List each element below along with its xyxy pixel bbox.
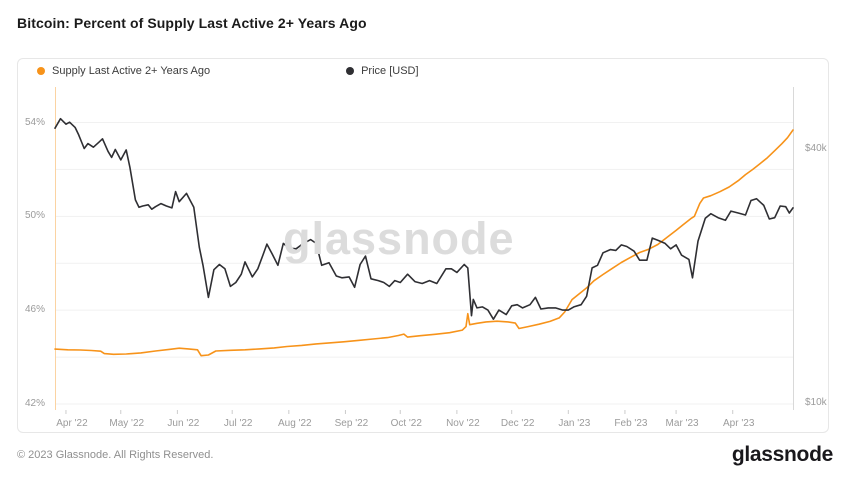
x-axis-label: Sep '22 [334,418,369,429]
legend-item-price[interactable]: Price [USD] [346,64,419,77]
x-axis-label: Jul '22 [223,418,253,429]
right-axis-label: $10k [805,397,827,408]
x-axis-label: Feb '23 [614,418,648,429]
x-axis-label: May '22 [109,418,145,429]
price-series-dot-icon [346,66,355,75]
glassnode-watermark: glassnode [283,213,515,264]
supply-series-dot-icon [37,66,45,75]
price-series-line [54,117,794,321]
right-axis-label: $40k [805,143,827,154]
left-axis-label: 54% [24,116,45,128]
chart-card [17,58,829,433]
x-axis-label: Mar '23 [665,418,699,429]
legend-label-price: Price [USD] [361,64,419,77]
left-axis-label: 46% [24,304,45,316]
legend-label-supply: Supply Last Active 2+ Years Ago [52,64,211,77]
left-axis-label: 50% [24,210,45,222]
x-axis-label: Jun '22 [167,418,200,429]
x-axis-label: Jan '23 [558,418,591,429]
glassnode-logo: glassnode [731,443,833,466]
x-axis-label: Apr '23 [723,418,755,429]
x-axis-label: Nov '22 [446,418,480,429]
x-axis-label: Oct '22 [390,418,422,429]
chart-legend: Supply Last Active 2+ Years Ago Price [U… [37,63,443,78]
supply-series-line [54,129,794,357]
copyright-text: © 2023 Glassnode. All Rights Reserved. [17,449,214,461]
x-axis-label: Apr '22 [56,418,88,429]
left-axis-label: 42% [24,398,45,409]
x-axis-label: Dec '22 [500,418,535,429]
x-axis-label: Aug '22 [278,418,312,429]
page-title: Bitcoin: Percent of Supply Last Active 2… [17,15,367,31]
legend-item-supply[interactable]: Supply Last Active 2+ Years Ago [37,65,210,77]
